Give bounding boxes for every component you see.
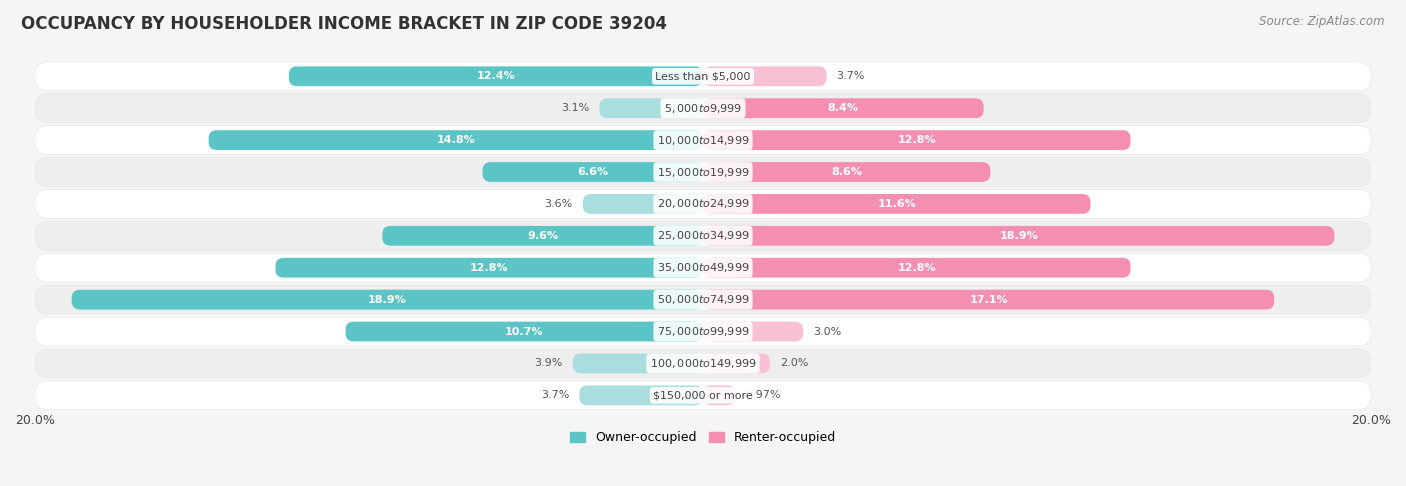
- FancyBboxPatch shape: [35, 285, 1371, 314]
- FancyBboxPatch shape: [35, 349, 1371, 378]
- Text: $75,000 to $99,999: $75,000 to $99,999: [657, 325, 749, 338]
- FancyBboxPatch shape: [703, 162, 990, 182]
- FancyBboxPatch shape: [703, 258, 1130, 278]
- FancyBboxPatch shape: [482, 162, 703, 182]
- Text: $50,000 to $74,999: $50,000 to $74,999: [657, 293, 749, 306]
- FancyBboxPatch shape: [703, 353, 770, 373]
- Text: 0.97%: 0.97%: [745, 390, 780, 400]
- Text: 12.8%: 12.8%: [470, 263, 509, 273]
- FancyBboxPatch shape: [703, 130, 1130, 150]
- Text: 3.9%: 3.9%: [534, 359, 562, 368]
- FancyBboxPatch shape: [346, 322, 703, 342]
- FancyBboxPatch shape: [35, 62, 1371, 91]
- FancyBboxPatch shape: [579, 385, 703, 405]
- FancyBboxPatch shape: [35, 317, 1371, 346]
- FancyBboxPatch shape: [208, 130, 703, 150]
- Text: $150,000 or more: $150,000 or more: [654, 390, 752, 400]
- Text: 20.0%: 20.0%: [15, 415, 55, 428]
- Text: 11.6%: 11.6%: [877, 199, 917, 209]
- FancyBboxPatch shape: [35, 94, 1371, 122]
- FancyBboxPatch shape: [72, 290, 703, 310]
- Text: 3.7%: 3.7%: [837, 71, 865, 81]
- Text: 14.8%: 14.8%: [436, 135, 475, 145]
- Text: 3.1%: 3.1%: [561, 103, 589, 113]
- FancyBboxPatch shape: [35, 126, 1371, 155]
- FancyBboxPatch shape: [703, 226, 1334, 246]
- Text: 3.0%: 3.0%: [813, 327, 841, 336]
- Legend: Owner-occupied, Renter-occupied: Owner-occupied, Renter-occupied: [565, 426, 841, 449]
- Text: $25,000 to $34,999: $25,000 to $34,999: [657, 229, 749, 243]
- Text: OCCUPANCY BY HOUSEHOLDER INCOME BRACKET IN ZIP CODE 39204: OCCUPANCY BY HOUSEHOLDER INCOME BRACKET …: [21, 15, 666, 33]
- Text: 9.6%: 9.6%: [527, 231, 558, 241]
- Text: $5,000 to $9,999: $5,000 to $9,999: [664, 102, 742, 115]
- Text: Less than $5,000: Less than $5,000: [655, 71, 751, 81]
- Text: 18.9%: 18.9%: [368, 295, 406, 305]
- Text: 12.8%: 12.8%: [897, 135, 936, 145]
- Text: Source: ZipAtlas.com: Source: ZipAtlas.com: [1260, 15, 1385, 28]
- Text: $100,000 to $149,999: $100,000 to $149,999: [650, 357, 756, 370]
- FancyBboxPatch shape: [35, 222, 1371, 250]
- Text: $20,000 to $24,999: $20,000 to $24,999: [657, 197, 749, 210]
- FancyBboxPatch shape: [703, 194, 1091, 214]
- Text: 12.8%: 12.8%: [897, 263, 936, 273]
- Text: 6.6%: 6.6%: [578, 167, 609, 177]
- FancyBboxPatch shape: [703, 67, 827, 86]
- Text: $15,000 to $19,999: $15,000 to $19,999: [657, 166, 749, 178]
- Text: $35,000 to $49,999: $35,000 to $49,999: [657, 261, 749, 274]
- FancyBboxPatch shape: [288, 67, 703, 86]
- FancyBboxPatch shape: [35, 381, 1371, 410]
- FancyBboxPatch shape: [276, 258, 703, 278]
- Text: 8.6%: 8.6%: [831, 167, 862, 177]
- FancyBboxPatch shape: [35, 190, 1371, 218]
- Text: $10,000 to $14,999: $10,000 to $14,999: [657, 134, 749, 147]
- FancyBboxPatch shape: [35, 157, 1371, 186]
- Text: 12.4%: 12.4%: [477, 71, 515, 81]
- Text: 17.1%: 17.1%: [969, 295, 1008, 305]
- FancyBboxPatch shape: [599, 98, 703, 118]
- FancyBboxPatch shape: [703, 385, 735, 405]
- Text: 8.4%: 8.4%: [828, 103, 859, 113]
- Text: 10.7%: 10.7%: [505, 327, 544, 336]
- Text: 3.7%: 3.7%: [541, 390, 569, 400]
- Text: 3.6%: 3.6%: [544, 199, 572, 209]
- FancyBboxPatch shape: [703, 98, 984, 118]
- Text: 20.0%: 20.0%: [1351, 415, 1391, 428]
- Text: 18.9%: 18.9%: [1000, 231, 1038, 241]
- FancyBboxPatch shape: [703, 322, 803, 342]
- FancyBboxPatch shape: [703, 290, 1274, 310]
- FancyBboxPatch shape: [382, 226, 703, 246]
- Text: 2.0%: 2.0%: [780, 359, 808, 368]
- FancyBboxPatch shape: [572, 353, 703, 373]
- FancyBboxPatch shape: [35, 253, 1371, 282]
- FancyBboxPatch shape: [582, 194, 703, 214]
